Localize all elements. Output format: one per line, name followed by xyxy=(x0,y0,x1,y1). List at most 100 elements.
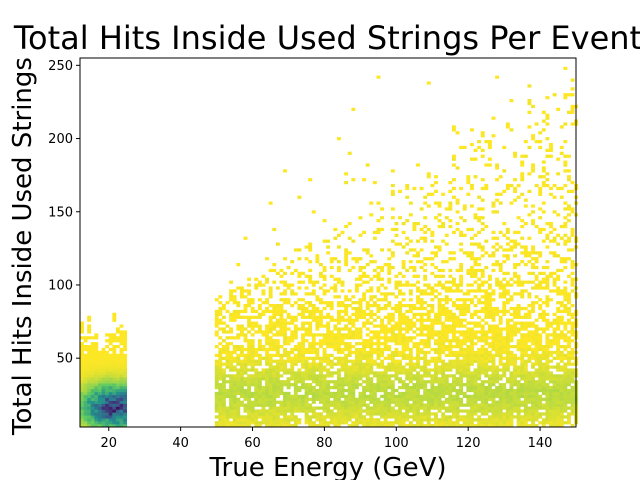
heatmap-cell xyxy=(473,406,478,410)
heatmap-cell xyxy=(362,298,367,302)
heatmap-cell xyxy=(272,409,277,413)
heatmap-cell xyxy=(513,374,517,378)
heatmap-cell xyxy=(380,336,385,340)
heatmap-cell xyxy=(556,345,561,349)
heatmap-cell xyxy=(516,321,521,325)
heatmap-cell xyxy=(112,368,117,372)
heatmap-cell xyxy=(293,371,298,375)
heatmap-cell xyxy=(301,406,305,410)
heatmap-cell xyxy=(119,415,124,419)
heatmap-cell xyxy=(119,391,124,396)
heatmap-cell xyxy=(437,219,442,223)
heatmap-cell xyxy=(326,315,331,319)
heatmap-cell xyxy=(434,368,438,372)
heatmap-cell xyxy=(286,368,291,372)
heatmap-cell xyxy=(491,347,496,352)
heatmap-cell xyxy=(534,265,539,270)
heatmap-cell xyxy=(218,336,223,340)
heatmap-cell xyxy=(505,394,510,399)
heatmap-cell xyxy=(243,309,248,314)
heatmap-cell xyxy=(347,353,352,358)
heatmap-cell xyxy=(326,400,331,404)
heatmap-cell xyxy=(261,309,266,314)
heatmap-cell xyxy=(502,391,507,396)
heatmap-cell xyxy=(362,350,367,355)
heatmap-cell xyxy=(491,312,496,317)
heatmap-cell xyxy=(570,327,575,331)
heatmap-cell xyxy=(376,271,381,276)
heatmap-cell xyxy=(484,163,489,167)
heatmap-cell xyxy=(480,386,485,390)
heatmap-cell xyxy=(257,391,262,396)
heatmap-cell xyxy=(430,192,435,196)
heatmap-cell xyxy=(448,400,453,404)
heatmap-cell xyxy=(94,380,99,384)
heatmap-cell xyxy=(372,418,377,422)
heatmap-cell xyxy=(247,315,252,319)
heatmap-cell xyxy=(115,400,120,404)
heatmap-cell xyxy=(441,383,446,387)
heatmap-cell xyxy=(412,254,417,258)
heatmap-cell xyxy=(218,391,223,396)
heatmap-cell xyxy=(301,324,305,328)
heatmap-cell xyxy=(520,333,525,337)
heatmap-cell xyxy=(531,304,535,308)
heatmap-cell xyxy=(437,213,442,217)
heatmap-cell xyxy=(283,324,287,328)
heatmap-cell xyxy=(87,336,92,340)
heatmap-cell xyxy=(311,397,316,401)
heatmap-cell xyxy=(534,353,539,358)
heatmap-cell xyxy=(308,421,313,425)
heatmap-cell xyxy=(505,409,510,413)
heatmap-cell xyxy=(452,415,456,419)
heatmap-cell xyxy=(462,424,467,428)
heatmap-cell xyxy=(448,394,453,399)
heatmap-cell xyxy=(491,356,496,360)
heatmap-cell xyxy=(405,424,410,428)
heatmap-cell xyxy=(469,251,474,255)
heatmap-cell xyxy=(505,301,510,305)
heatmap-cell xyxy=(398,242,402,246)
heatmap-cell xyxy=(247,304,252,308)
heatmap-cell xyxy=(329,374,334,378)
heatmap-cell xyxy=(545,327,550,331)
heatmap-cell xyxy=(405,353,410,358)
heatmap-cell xyxy=(552,227,557,232)
heatmap-cell xyxy=(484,374,489,378)
heatmap-cell xyxy=(308,301,313,305)
heatmap-cell xyxy=(527,280,532,284)
heatmap-cell xyxy=(498,286,503,290)
heatmap-cell xyxy=(119,362,124,366)
heatmap-cell xyxy=(556,394,561,399)
heatmap-cell xyxy=(498,192,503,196)
heatmap-cell xyxy=(304,383,309,387)
heatmap-cell xyxy=(290,347,295,352)
heatmap-cell xyxy=(541,183,546,188)
heatmap-cell xyxy=(505,183,510,188)
heatmap-cell xyxy=(462,394,467,399)
heatmap-cell xyxy=(119,350,124,355)
heatmap-cell xyxy=(301,339,305,343)
heatmap-cell xyxy=(401,356,406,360)
heatmap-cell xyxy=(354,347,359,352)
heatmap-cell xyxy=(97,356,102,360)
heatmap-cell xyxy=(326,342,331,346)
heatmap-cell xyxy=(344,394,349,399)
heatmap-cell xyxy=(405,409,410,413)
heatmap-cell xyxy=(97,365,102,369)
heatmap-cell xyxy=(549,239,553,243)
heatmap-cell xyxy=(243,391,248,396)
heatmap-cell xyxy=(232,289,237,293)
heatmap-cell xyxy=(477,403,482,407)
heatmap-cell xyxy=(459,391,464,396)
heatmap-cell xyxy=(347,424,352,428)
heatmap-cell xyxy=(351,178,356,182)
heatmap-cell xyxy=(229,365,234,369)
heatmap-cell xyxy=(401,339,406,343)
heatmap-cell xyxy=(452,388,456,393)
heatmap-cell xyxy=(272,304,277,308)
heatmap-cell xyxy=(441,286,446,290)
heatmap-cell xyxy=(311,394,316,399)
heatmap-cell xyxy=(394,309,399,314)
heatmap-cell xyxy=(520,160,525,164)
